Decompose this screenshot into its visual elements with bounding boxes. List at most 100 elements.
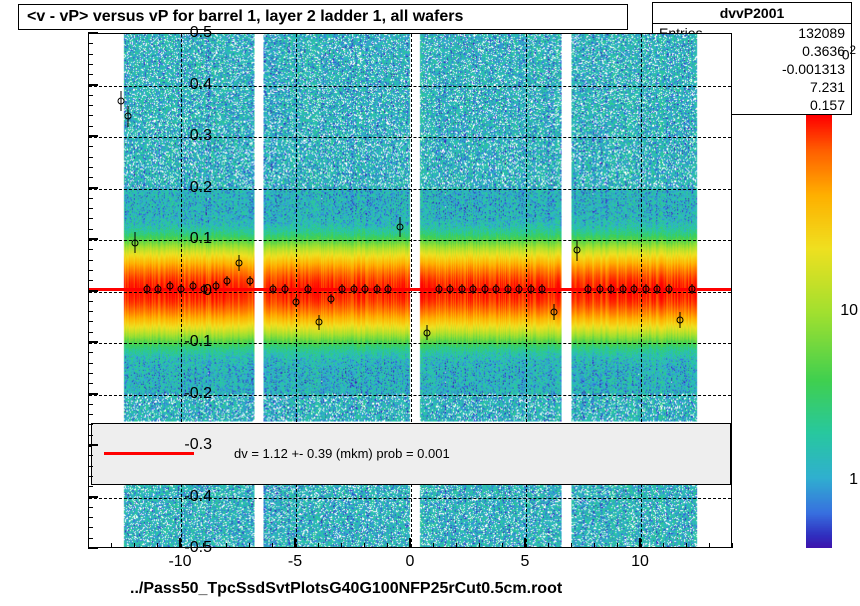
y-minor-tick <box>88 64 93 65</box>
x-tick-label: -5 <box>288 553 302 571</box>
data-marker <box>125 113 132 120</box>
x-tick-label: 10 <box>631 553 649 571</box>
y-minor-tick <box>88 157 93 158</box>
data-marker <box>247 278 254 285</box>
y-minor-tick <box>88 249 93 250</box>
y-tick-label: 0.5 <box>162 24 212 42</box>
colorbar <box>806 115 832 548</box>
y-minor-tick <box>88 126 93 127</box>
y-minor-tick <box>88 404 93 405</box>
y-minor-tick <box>88 239 93 240</box>
y-minor-tick <box>88 363 93 364</box>
y-minor-tick <box>88 342 93 343</box>
x-minor-tick <box>364 543 365 548</box>
y-minor-tick <box>88 74 93 75</box>
data-marker <box>688 285 695 292</box>
x-minor-tick <box>295 543 296 548</box>
data-marker <box>270 285 277 292</box>
x-minor-tick <box>548 543 549 548</box>
y-minor-tick <box>88 394 93 395</box>
plot-title: <v - vP> versus vP for barrel 1, layer 2… <box>18 4 628 30</box>
data-marker <box>385 285 392 292</box>
x-minor-tick <box>341 543 342 548</box>
x-minor-tick <box>502 543 503 548</box>
data-marker <box>677 316 684 323</box>
stats-value: 132089 <box>798 25 845 41</box>
data-marker <box>654 285 661 292</box>
data-marker <box>304 285 311 292</box>
data-marker <box>132 239 139 246</box>
y-minor-tick <box>88 352 93 353</box>
data-marker <box>631 285 638 292</box>
y-minor-tick <box>88 280 93 281</box>
stats-value: 7.231 <box>810 79 845 95</box>
x-tick-label: 5 <box>521 553 530 571</box>
x-tick-label: 0 <box>406 553 415 571</box>
y-minor-tick <box>88 229 93 230</box>
y-minor-tick <box>88 321 93 322</box>
y-minor-tick <box>88 188 93 189</box>
stats-name: dvvP2001 <box>653 3 851 24</box>
data-marker <box>435 285 442 292</box>
y-minor-tick <box>88 85 93 86</box>
data-marker <box>339 285 346 292</box>
y-minor-tick <box>88 435 93 436</box>
data-marker <box>527 285 534 292</box>
colorbar-tick-label: 1 <box>849 471 858 489</box>
y-minor-tick <box>88 383 93 384</box>
y-tick-mark <box>88 32 98 34</box>
y-minor-tick <box>88 177 93 178</box>
y-minor-tick <box>88 95 93 96</box>
x-minor-tick <box>272 543 273 548</box>
y-minor-tick <box>88 198 93 199</box>
y-minor-tick <box>88 527 93 528</box>
data-marker <box>596 285 603 292</box>
data-marker <box>362 285 369 292</box>
data-marker <box>424 329 431 336</box>
y-minor-tick <box>88 105 93 106</box>
y-minor-tick <box>88 301 93 302</box>
x-minor-tick <box>180 543 181 548</box>
y-tick-label: 0.1 <box>162 230 212 248</box>
y-minor-tick <box>88 218 93 219</box>
y-minor-tick <box>88 507 93 508</box>
y-minor-tick <box>88 476 93 477</box>
x-minor-tick <box>318 543 319 548</box>
data-marker <box>493 285 500 292</box>
data-marker <box>235 260 242 267</box>
stats-value: 0.3636 <box>802 43 845 59</box>
data-marker <box>224 278 231 285</box>
y-minor-tick <box>88 167 93 168</box>
data-marker <box>396 224 403 231</box>
x-minor-tick <box>410 543 411 548</box>
y-minor-tick <box>88 43 93 44</box>
y-minor-tick <box>88 115 93 116</box>
y-tick-label: -0.4 <box>162 488 212 506</box>
data-marker <box>118 97 125 104</box>
y-minor-tick <box>88 136 93 137</box>
colorbar-exp-prefix: 02 <box>842 44 856 63</box>
y-minor-tick <box>88 373 93 374</box>
data-marker <box>573 247 580 254</box>
y-minor-tick <box>88 466 93 467</box>
y-minor-tick <box>88 455 93 456</box>
y-minor-tick <box>88 208 93 209</box>
y-minor-tick <box>88 517 93 518</box>
y-tick-label: -0.2 <box>162 385 212 403</box>
y-minor-tick <box>88 260 93 261</box>
data-marker <box>143 285 150 292</box>
x-minor-tick <box>134 543 135 548</box>
x-minor-tick <box>663 543 664 548</box>
y-minor-tick <box>88 424 93 425</box>
colorbar-tick-label: 10 <box>840 302 858 320</box>
x-minor-tick <box>594 543 595 548</box>
data-marker <box>608 285 615 292</box>
stats-value: -0.001313 <box>782 61 845 77</box>
x-minor-tick <box>88 543 89 548</box>
y-minor-tick <box>88 54 93 55</box>
x-minor-tick <box>732 543 733 548</box>
plot-title-text: <v - vP> versus vP for barrel 1, layer 2… <box>27 8 463 26</box>
y-minor-tick <box>88 311 93 312</box>
y-minor-tick <box>88 486 93 487</box>
x-axis-label: ../Pass50_TpcSsdSvtPlotsG40G100NFP25rCut… <box>130 580 562 598</box>
